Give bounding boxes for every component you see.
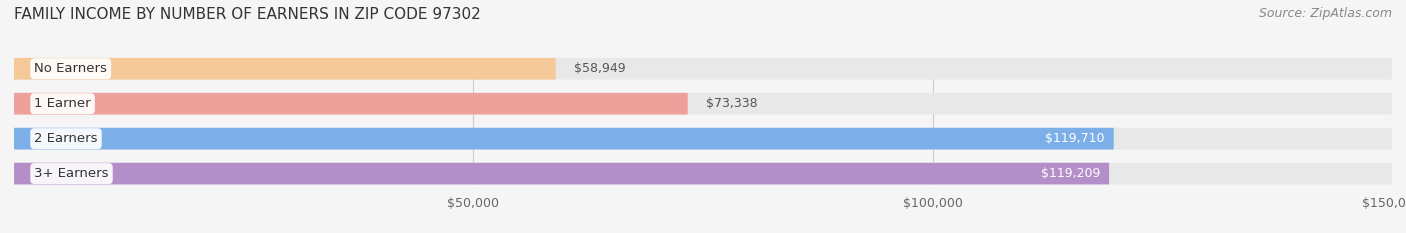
Text: $119,209: $119,209 [1040,167,1099,180]
FancyBboxPatch shape [14,58,555,80]
Text: $73,338: $73,338 [706,97,758,110]
Text: $58,949: $58,949 [574,62,626,75]
Text: $119,710: $119,710 [1045,132,1105,145]
Text: 1 Earner: 1 Earner [34,97,91,110]
Text: 2 Earners: 2 Earners [34,132,98,145]
Text: No Earners: No Earners [34,62,107,75]
Text: 3+ Earners: 3+ Earners [34,167,108,180]
FancyBboxPatch shape [14,58,1392,80]
FancyBboxPatch shape [14,163,1109,185]
Text: Source: ZipAtlas.com: Source: ZipAtlas.com [1258,7,1392,20]
FancyBboxPatch shape [14,93,688,115]
Text: FAMILY INCOME BY NUMBER OF EARNERS IN ZIP CODE 97302: FAMILY INCOME BY NUMBER OF EARNERS IN ZI… [14,7,481,22]
FancyBboxPatch shape [14,128,1114,150]
FancyBboxPatch shape [14,163,1392,185]
FancyBboxPatch shape [14,128,1392,150]
FancyBboxPatch shape [14,93,1392,115]
